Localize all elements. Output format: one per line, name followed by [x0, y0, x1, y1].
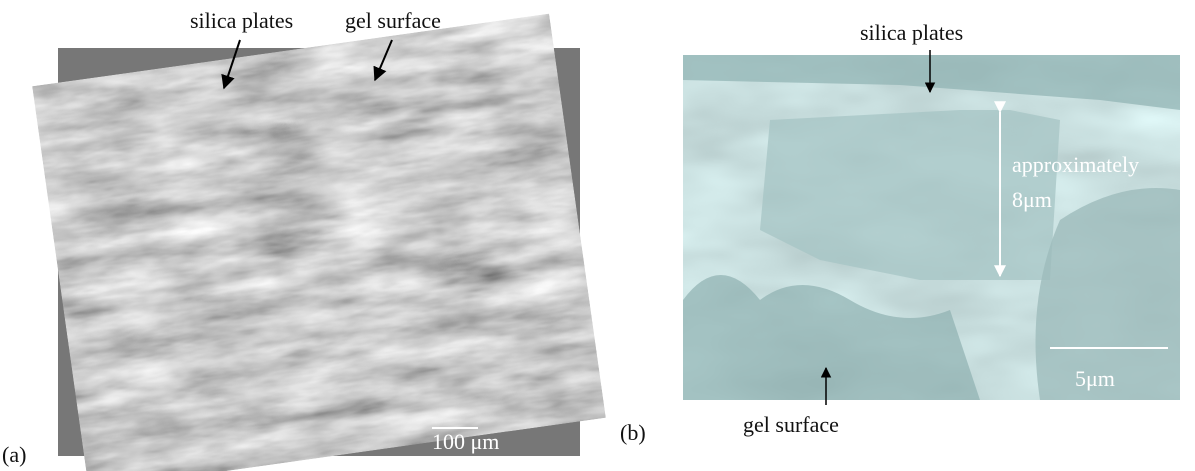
measurement: 8μm	[1012, 187, 1052, 212]
annotation: silica plates	[860, 20, 963, 45]
annotation: gel surface	[345, 8, 441, 33]
panel-label: (b)	[620, 420, 646, 445]
annotation: silica plates	[190, 8, 293, 33]
panel-label: (a)	[2, 442, 26, 467]
figure: 100 μm silica plates gel surface (a) app…	[0, 0, 1195, 471]
scale-label: 100 μm	[432, 429, 499, 454]
scale-label: 5μm	[1075, 366, 1115, 391]
sem-image-a	[32, 14, 606, 471]
annotation: gel surface	[743, 412, 839, 437]
measurement: approximately	[1012, 152, 1139, 177]
